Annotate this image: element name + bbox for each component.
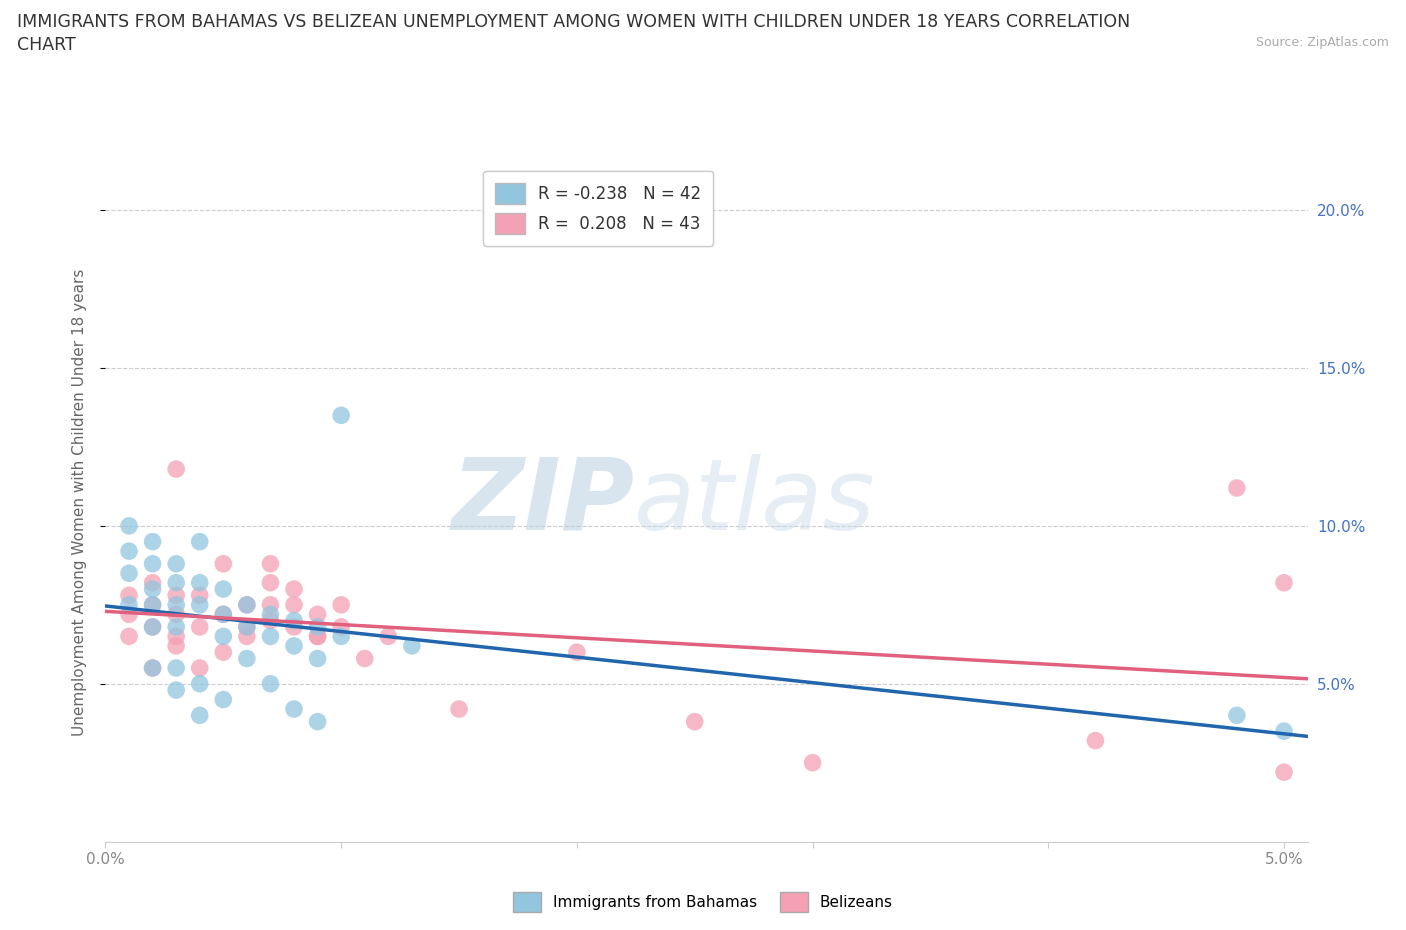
Point: [165, 683, 187, 698]
Point: [401, 638, 423, 653]
Point: [118, 597, 141, 612]
Point: [283, 581, 305, 596]
Point: [212, 644, 235, 659]
Point: [142, 576, 165, 591]
Point: [1226, 708, 1249, 723]
Point: [236, 619, 259, 634]
Point: [142, 660, 165, 675]
Point: [283, 619, 305, 634]
Point: [377, 629, 399, 644]
Text: atlas: atlas: [634, 454, 876, 551]
Point: [188, 660, 211, 675]
Point: [142, 556, 165, 571]
Point: [330, 619, 353, 634]
Point: [212, 692, 235, 707]
Point: [307, 607, 329, 622]
Text: CHART: CHART: [17, 36, 76, 54]
Point: [307, 629, 329, 644]
Point: [236, 619, 259, 634]
Point: [212, 556, 235, 571]
Point: [447, 701, 470, 716]
Point: [165, 461, 187, 476]
Point: [165, 556, 187, 571]
Point: [142, 619, 165, 634]
Point: [283, 638, 305, 653]
Point: [259, 556, 281, 571]
Point: [165, 576, 187, 591]
Point: [801, 755, 824, 770]
Point: [165, 588, 187, 603]
Point: [188, 676, 211, 691]
Point: [283, 597, 305, 612]
Point: [683, 714, 706, 729]
Point: [259, 613, 281, 628]
Point: [118, 518, 141, 533]
Point: [118, 607, 141, 622]
Point: [259, 597, 281, 612]
Point: [212, 629, 235, 644]
Point: [330, 629, 353, 644]
Point: [188, 619, 211, 634]
Legend: Immigrants from Bahamas, Belizeans: Immigrants from Bahamas, Belizeans: [508, 886, 898, 918]
Point: [118, 629, 141, 644]
Point: [188, 708, 211, 723]
Point: [188, 534, 211, 549]
Point: [259, 629, 281, 644]
Point: [307, 651, 329, 666]
Point: [118, 588, 141, 603]
Point: [236, 651, 259, 666]
Point: [1084, 733, 1107, 748]
Point: [212, 607, 235, 622]
Point: [165, 597, 187, 612]
Point: [118, 565, 141, 580]
Text: IMMIGRANTS FROM BAHAMAS VS BELIZEAN UNEMPLOYMENT AMONG WOMEN WITH CHILDREN UNDER: IMMIGRANTS FROM BAHAMAS VS BELIZEAN UNEM…: [17, 13, 1130, 31]
Point: [118, 544, 141, 559]
Point: [1272, 724, 1295, 738]
Point: [307, 629, 329, 644]
Point: [259, 676, 281, 691]
Point: [1226, 481, 1249, 496]
Point: [565, 644, 588, 659]
Point: [142, 581, 165, 596]
Point: [307, 619, 329, 634]
Point: [307, 714, 329, 729]
Point: [165, 607, 187, 622]
Point: [142, 597, 165, 612]
Point: [1272, 764, 1295, 779]
Y-axis label: Unemployment Among Women with Children Under 18 years: Unemployment Among Women with Children U…: [72, 269, 87, 736]
Point: [188, 597, 211, 612]
Point: [330, 597, 353, 612]
Point: [142, 660, 165, 675]
Point: [212, 581, 235, 596]
Legend: R = -0.238   N = 42, R =  0.208   N = 43: R = -0.238 N = 42, R = 0.208 N = 43: [484, 171, 713, 246]
Point: [212, 607, 235, 622]
Point: [283, 701, 305, 716]
Point: [330, 408, 353, 423]
Point: [142, 619, 165, 634]
Point: [236, 597, 259, 612]
Point: [165, 629, 187, 644]
Point: [165, 619, 187, 634]
Text: Source: ZipAtlas.com: Source: ZipAtlas.com: [1256, 36, 1389, 49]
Text: ZIP: ZIP: [451, 454, 634, 551]
Point: [188, 588, 211, 603]
Point: [188, 576, 211, 591]
Point: [259, 576, 281, 591]
Point: [165, 638, 187, 653]
Point: [142, 534, 165, 549]
Point: [1272, 576, 1295, 591]
Point: [142, 597, 165, 612]
Point: [236, 597, 259, 612]
Point: [165, 660, 187, 675]
Point: [353, 651, 375, 666]
Point: [259, 607, 281, 622]
Point: [236, 629, 259, 644]
Point: [283, 613, 305, 628]
